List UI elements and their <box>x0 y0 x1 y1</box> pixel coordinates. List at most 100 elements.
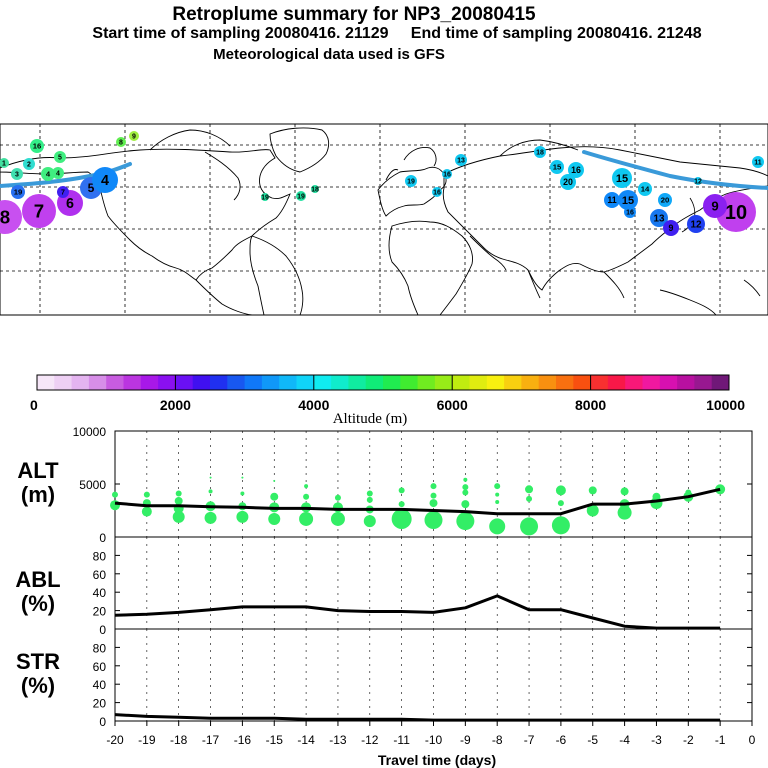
plume-marker: 16 <box>568 162 584 178</box>
plume-marker: 9 <box>129 131 139 141</box>
series-line-alt <box>114 487 721 516</box>
plume-day-label: 19 <box>297 193 305 200</box>
plume-marker: 1 <box>0 158 9 168</box>
colorbar-swatch <box>677 375 695 390</box>
plume-circle <box>11 168 23 180</box>
x-tick-label: -7 <box>524 733 535 747</box>
colorbar-tick-label: 2000 <box>160 397 191 413</box>
colorbar-swatch <box>279 375 297 390</box>
colorbar-swatch <box>469 375 488 390</box>
plume-marker: 20 <box>560 174 576 190</box>
end-time-label: End time of sampling 20080416. 21248 <box>410 25 702 42</box>
altitude-scatter-point <box>270 492 279 501</box>
colorbar-tick-labels: 0 2000 4000 6000 8000 10000 <box>30 397 745 413</box>
colorbar-swatch <box>538 375 557 390</box>
plume-marker: 19 <box>261 193 269 201</box>
altitude-scatter-point <box>555 485 566 496</box>
trajectory-east <box>582 150 768 190</box>
x-tick-label: -12 <box>361 733 379 747</box>
altitude-scatter-point <box>241 476 244 479</box>
panel-alt: 10000 5000 0 ALT(m) <box>17 425 753 545</box>
altitude-scatter-point <box>209 476 212 479</box>
plume-circle <box>650 209 668 227</box>
colorbar-border <box>36 374 730 391</box>
plume-circle <box>703 194 727 218</box>
plume-day-label: 11 <box>754 159 762 166</box>
plume-day-label: 20 <box>661 196 670 205</box>
colorbar-swatch <box>210 375 228 390</box>
colorbar-swatch <box>694 375 713 390</box>
plume-marker: 8 <box>116 137 126 147</box>
colorbar-swatch <box>486 375 505 390</box>
plume-marker: 16 <box>624 206 636 218</box>
plume-day-label: 11 <box>607 195 616 205</box>
plume-circle <box>618 190 638 210</box>
altitude-scatter-point <box>462 484 469 491</box>
altitude-scatter-point <box>526 495 533 502</box>
plume-circle <box>92 167 118 193</box>
altitude-scatter-point <box>463 477 468 482</box>
altitude-scatter-point <box>588 486 597 495</box>
x-tick-label: -15 <box>266 733 284 747</box>
plume-day-label: 13 <box>654 213 665 224</box>
altitude-scatter-point <box>495 492 500 497</box>
altitude-scatter-point <box>208 489 213 494</box>
x-tick-label: -4 <box>619 733 630 747</box>
altitude-scatter-point <box>456 512 475 531</box>
plume-day-label: 5 <box>58 154 62 161</box>
plume-circle <box>54 151 66 163</box>
y-tick-label: 5000 <box>79 478 106 492</box>
y-tick-label: 20 <box>93 697 107 711</box>
altitude-scatter-point <box>363 515 376 528</box>
colorbar-swatch <box>521 375 540 390</box>
series-line-str <box>114 713 721 722</box>
colorbar-swatch <box>400 375 419 390</box>
colorbar-swatch <box>573 375 592 390</box>
colorbar-swatch <box>88 375 107 390</box>
altitude-scatter-point <box>430 492 437 499</box>
time-series-panels: 1000050000ALT(m)806040200ABL(%)806040200… <box>15 425 753 729</box>
plume-marker: 11 <box>752 156 764 168</box>
colorbar-swatch <box>261 375 280 390</box>
x-tick-label: -10 <box>425 733 443 747</box>
y-tick-label: 0 <box>99 715 106 729</box>
plume-day-label: 3 <box>15 171 19 178</box>
colorbar-tick-label: 0 <box>30 397 38 413</box>
plume-marker: 8 <box>0 200 22 234</box>
altitude-scatter-point <box>429 499 438 508</box>
plume-day-label: 4 <box>46 170 51 179</box>
plume-circle <box>560 174 576 190</box>
altitude-scatter-point <box>424 511 443 530</box>
start-time-label: Start time of sampling 20080416. 21129 <box>92 25 389 42</box>
colorbar-swatches <box>36 375 730 390</box>
altitude-scatter-point <box>489 518 506 535</box>
altitude-scatter-point <box>494 483 501 490</box>
plume-circle <box>455 154 467 166</box>
plume-day-label: 13 <box>457 157 465 164</box>
colorbar-swatch <box>192 375 211 390</box>
plume-circle <box>687 215 705 233</box>
colorbar-tick-label: 10000 <box>706 397 745 413</box>
y-tick-label: 40 <box>93 678 107 692</box>
chart-title: Retroplume summary for NP3_20080415 <box>172 4 536 25</box>
plume-circle <box>405 175 417 187</box>
panel-ylabel: ABL <box>15 567 60 592</box>
plume-marker: 19 <box>11 185 25 199</box>
panel-ylabel: (%) <box>21 591 55 616</box>
plume-day-label: 9 <box>669 223 674 233</box>
y-tick-label: 40 <box>93 586 107 600</box>
altitude-scatter-point <box>461 500 470 509</box>
plume-day-label: 14 <box>641 185 650 194</box>
plume-day-label: 15 <box>553 163 562 172</box>
colorbar-swatch <box>417 375 436 390</box>
panel-ylabel: (%) <box>21 673 55 698</box>
x-tick-label: -5 <box>587 733 598 747</box>
colorbar-swatch <box>625 375 643 390</box>
plume-circle <box>534 146 546 158</box>
x-tick-label: -14 <box>297 733 315 747</box>
altitude-scatter-point <box>525 485 534 494</box>
plume-circle <box>57 186 69 198</box>
plume-day-label: 8 <box>119 139 123 146</box>
colorbar-swatch <box>642 375 661 390</box>
colorbar-swatch <box>434 375 453 390</box>
